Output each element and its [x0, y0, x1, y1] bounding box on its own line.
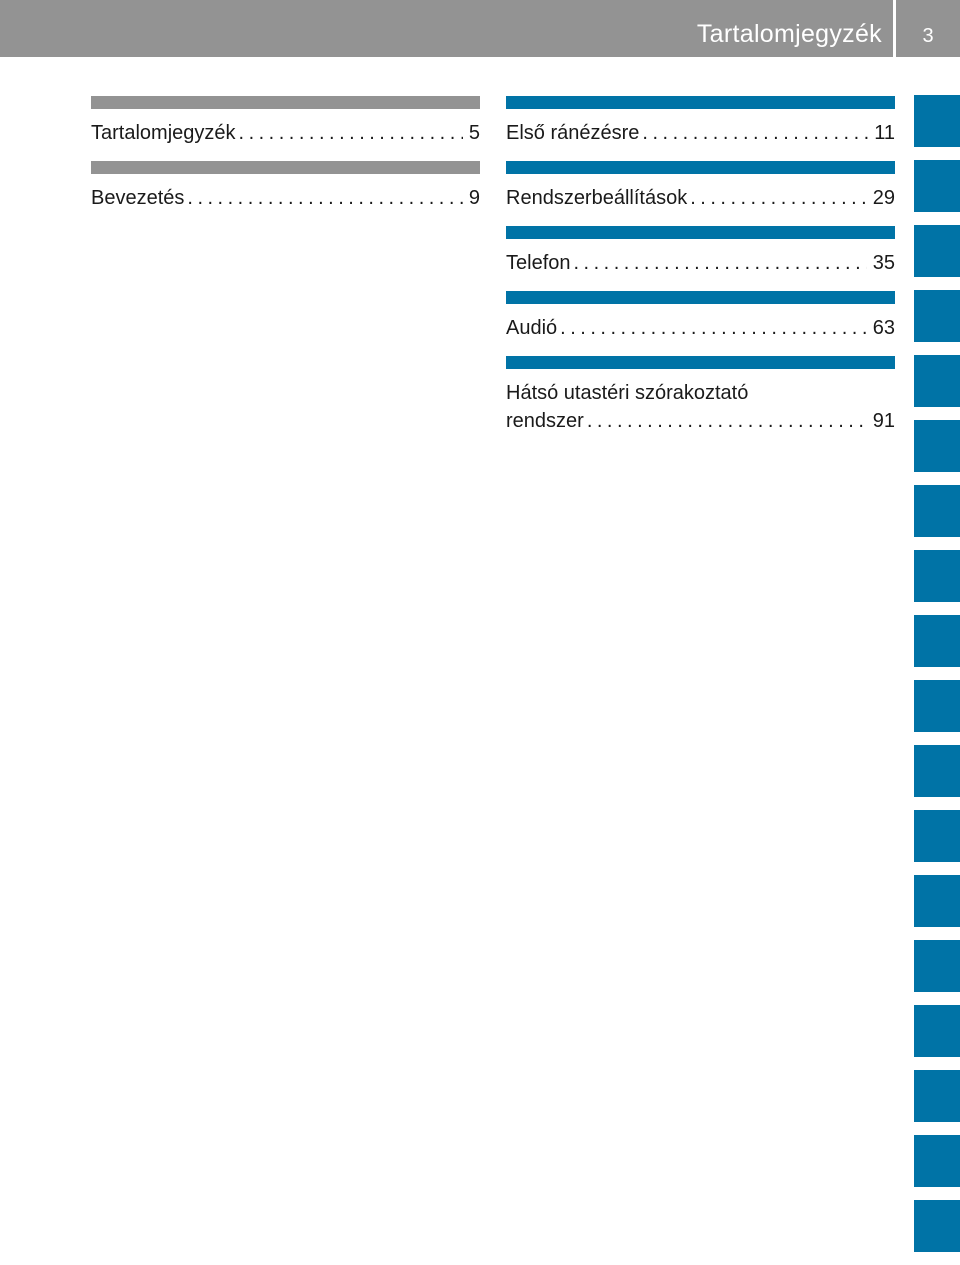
section-bar-gray — [91, 96, 480, 109]
chapter-tab[interactable] — [914, 160, 960, 212]
toc-entry-audio[interactable]: Audió ..................................… — [506, 314, 895, 342]
toc-entry-rendszerbeallitasok[interactable]: Rendszerbeállítások ....................… — [506, 184, 895, 212]
toc-entry-label: Audió — [506, 317, 558, 339]
section-bar-gray — [91, 161, 480, 174]
chapter-tab[interactable] — [914, 1135, 960, 1187]
toc-entry-elso-ranezesre[interactable]: Első ránézésre .........................… — [506, 119, 895, 147]
toc-leader-dots: ........................................ — [642, 122, 868, 144]
chapter-tab[interactable] — [914, 420, 960, 472]
toc-leader-dots: ........................................ — [238, 122, 463, 144]
toc-entry-page: 5 — [468, 122, 480, 144]
toc-entry-telefon[interactable]: Telefon ................................… — [506, 249, 895, 277]
chapter-tab[interactable] — [914, 1200, 960, 1252]
toc-entry-label: Bevezetés — [91, 187, 185, 209]
toc-entry-page: 63 — [872, 317, 895, 339]
chapter-tab[interactable] — [914, 225, 960, 277]
chapter-tab-strip — [914, 95, 960, 1265]
page-header: Tartalomjegyzék 3 — [0, 0, 960, 57]
header-page-number: 3 — [922, 25, 934, 47]
section-bar-blue — [506, 226, 895, 239]
chapter-tab[interactable] — [914, 615, 960, 667]
chapter-tab[interactable] — [914, 485, 960, 537]
chapter-tab[interactable] — [914, 1005, 960, 1057]
chapter-tab[interactable] — [914, 875, 960, 927]
section-bar-blue — [506, 356, 895, 369]
section-bar-blue — [506, 161, 895, 174]
toc-entry-page: 91 — [872, 410, 895, 432]
toc-leader-dots: ........................................ — [586, 410, 867, 432]
chapter-tab[interactable] — [914, 95, 960, 147]
toc-entry-page: 11 — [874, 122, 895, 144]
toc-entry-label: Első ránézésre — [506, 122, 640, 144]
toc-leader-dots: ........................................ — [560, 317, 867, 339]
chapter-tab[interactable] — [914, 550, 960, 602]
toc-leader-dots: ........................................ — [690, 187, 867, 209]
header-divider — [893, 0, 896, 57]
toc-leader-dots: ........................................ — [573, 252, 867, 274]
chapter-tab[interactable] — [914, 355, 960, 407]
toc-entry-page: 9 — [468, 187, 480, 209]
chapter-tab[interactable] — [914, 680, 960, 732]
toc-entry-label-line1: Hátsó utastéri szórakoztató — [506, 382, 749, 404]
chapter-tab[interactable] — [914, 940, 960, 992]
toc-entry-tartalomjegyzek[interactable]: Tartalomjegyzék ........................… — [91, 119, 480, 147]
section-bar-blue — [506, 291, 895, 304]
toc-entry-page: 29 — [872, 187, 895, 209]
section-bar-blue — [506, 96, 895, 109]
toc-entry-bevezetes[interactable]: Bevezetés ..............................… — [91, 184, 480, 212]
toc-leader-dots: ........................................ — [187, 187, 462, 209]
chapter-tab[interactable] — [914, 810, 960, 862]
chapter-tab[interactable] — [914, 745, 960, 797]
toc-entry-label: Rendszerbeállítások — [506, 187, 688, 209]
header-title: Tartalomjegyzék — [696, 20, 882, 48]
chapter-tab[interactable] — [914, 1070, 960, 1122]
toc-entry-label-line2: rendszer — [506, 410, 584, 432]
toc-entry-label: Telefon — [506, 252, 571, 274]
toc-entry-label: Tartalomjegyzék — [91, 122, 236, 144]
chapter-tab[interactable] — [914, 290, 960, 342]
toc-entry-hatso-utasteri[interactable]: Hátsó utastéri szórakoztató rendszer ...… — [506, 379, 895, 435]
toc-entry-page: 35 — [872, 252, 895, 274]
